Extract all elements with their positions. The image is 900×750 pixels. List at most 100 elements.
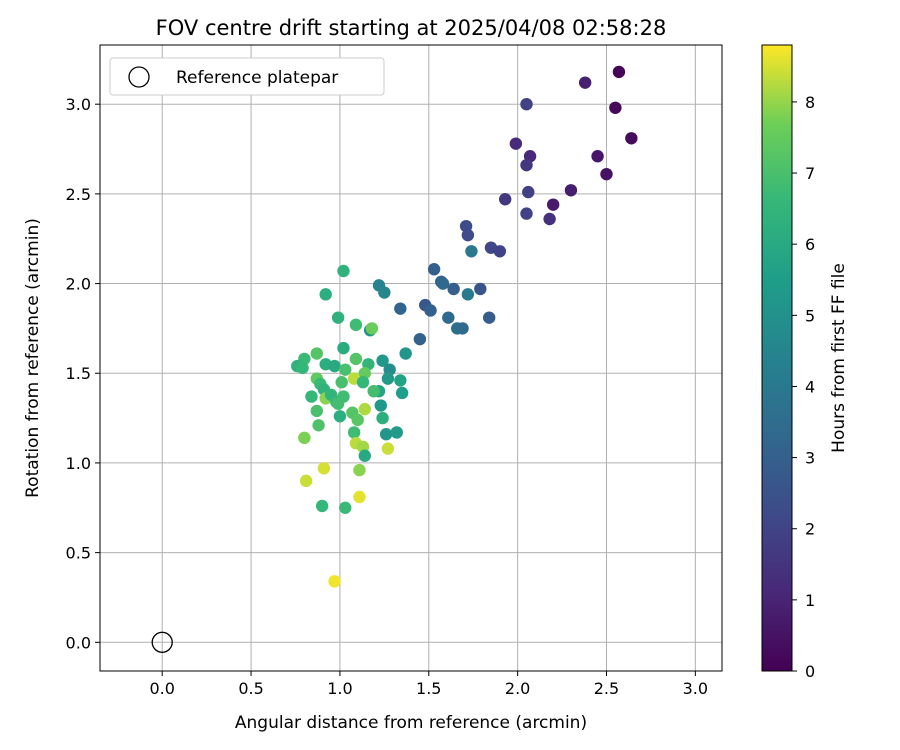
data-point [328, 359, 341, 373]
data-point [394, 374, 407, 387]
colorbar-ticks: 0 1 2 3 4 5 6 7 8 [792, 93, 815, 681]
data-point [365, 322, 379, 335]
legend-entry-label: Reference platepar [176, 68, 338, 88]
colorbar-label: Hours from first FF file [829, 263, 849, 453]
data-point [543, 212, 556, 226]
y-tick-label: 2.5 [66, 185, 91, 204]
y-tick-label: 1.0 [66, 454, 91, 473]
data-point [381, 442, 395, 455]
data-point [296, 361, 309, 375]
data-point [312, 419, 325, 432]
colorbar-tick-label: 0 [805, 662, 815, 681]
y-axis-ticks: 0.0 0.5 1.0 1.5 2.0 2.5 3.0 [66, 95, 100, 652]
data-point [339, 501, 352, 514]
x-axis-label: Angular distance from reference (arcmin) [235, 713, 587, 733]
legend: Reference platepar [109, 57, 385, 96]
data-point [349, 318, 363, 332]
data-point [546, 198, 560, 211]
y-tick-label: 0.0 [66, 633, 91, 652]
reference-platepar-marker [151, 631, 173, 653]
data-point [337, 264, 350, 278]
x-tick-label: 1.0 [327, 679, 352, 698]
x-tick-label: 0.5 [238, 679, 263, 698]
data-point [374, 399, 387, 412]
data-point [333, 410, 347, 423]
data-point [522, 185, 535, 199]
data-point [331, 311, 345, 324]
y-tick-label: 3.0 [66, 95, 91, 114]
data-point [351, 413, 364, 427]
reference-marker-group [151, 631, 173, 653]
data-point [520, 207, 533, 220]
colorbar-tick-label: 4 [805, 377, 815, 396]
data-point [349, 352, 363, 366]
data-point [498, 193, 512, 206]
data-point [442, 311, 455, 324]
data-points [291, 65, 638, 588]
data-point [456, 322, 469, 335]
x-tick-label: 0.0 [149, 679, 174, 698]
data-point [358, 402, 371, 416]
colorbar-gradient [761, 44, 793, 672]
data-point [376, 354, 389, 367]
data-point [328, 575, 341, 588]
x-axis-ticks: 0.0 0.5 1.0 1.5 2.0 2.5 3.0 [149, 671, 708, 698]
data-point [358, 449, 371, 462]
data-point [331, 397, 345, 410]
data-point [591, 150, 604, 163]
data-point [305, 390, 318, 403]
data-point [390, 426, 403, 439]
data-point [578, 76, 592, 89]
data-point [335, 376, 348, 389]
data-point [353, 490, 366, 504]
data-point [520, 158, 533, 172]
y-tick-label: 0.5 [66, 544, 91, 563]
data-point [310, 347, 324, 360]
data-point [379, 428, 393, 441]
data-point [395, 386, 409, 400]
colorbar-tick-label: 7 [805, 164, 815, 183]
data-point [319, 288, 332, 301]
data-point [299, 474, 313, 488]
data-point [493, 245, 507, 258]
data-point [378, 286, 391, 299]
colorbar-tick-label: 8 [805, 93, 815, 112]
x-tick-label: 3.0 [683, 679, 708, 698]
data-point [625, 132, 638, 145]
x-tick-label: 2.0 [505, 679, 530, 698]
data-point [298, 431, 311, 445]
data-point [347, 426, 361, 439]
data-point [376, 411, 389, 425]
data-point [367, 384, 380, 398]
y-axis-label: Rotation from reference (arcmin) [23, 218, 43, 498]
chart-title: FOV centre drift starting at 2025/04/08 … [156, 16, 667, 40]
data-point [474, 282, 487, 296]
colorbar-tick-label: 3 [805, 449, 815, 468]
data-point [564, 184, 578, 197]
data-point [394, 302, 407, 315]
data-point [482, 311, 496, 324]
data-point [461, 228, 475, 242]
data-point [413, 332, 427, 346]
colorbar-tick-label: 1 [805, 591, 815, 610]
data-point [436, 277, 450, 290]
data-point [339, 363, 352, 376]
colorbar: 0 1 2 3 4 5 6 7 8 Hours from first FF file [761, 44, 849, 681]
data-point [424, 304, 437, 317]
data-point [381, 372, 395, 385]
plot-frame [99, 44, 723, 672]
data-point [353, 463, 366, 477]
data-point [609, 101, 622, 114]
data-point [427, 263, 441, 276]
y-tick-label: 2.0 [66, 275, 91, 294]
legend-reference-marker [128, 66, 150, 88]
data-point [317, 462, 331, 475]
x-tick-label: 2.5 [594, 679, 619, 698]
data-point [612, 65, 626, 79]
data-point [465, 245, 478, 258]
data-point [356, 376, 370, 389]
data-point [337, 341, 350, 355]
y-tick-label: 1.5 [66, 364, 91, 383]
data-point [600, 167, 613, 181]
